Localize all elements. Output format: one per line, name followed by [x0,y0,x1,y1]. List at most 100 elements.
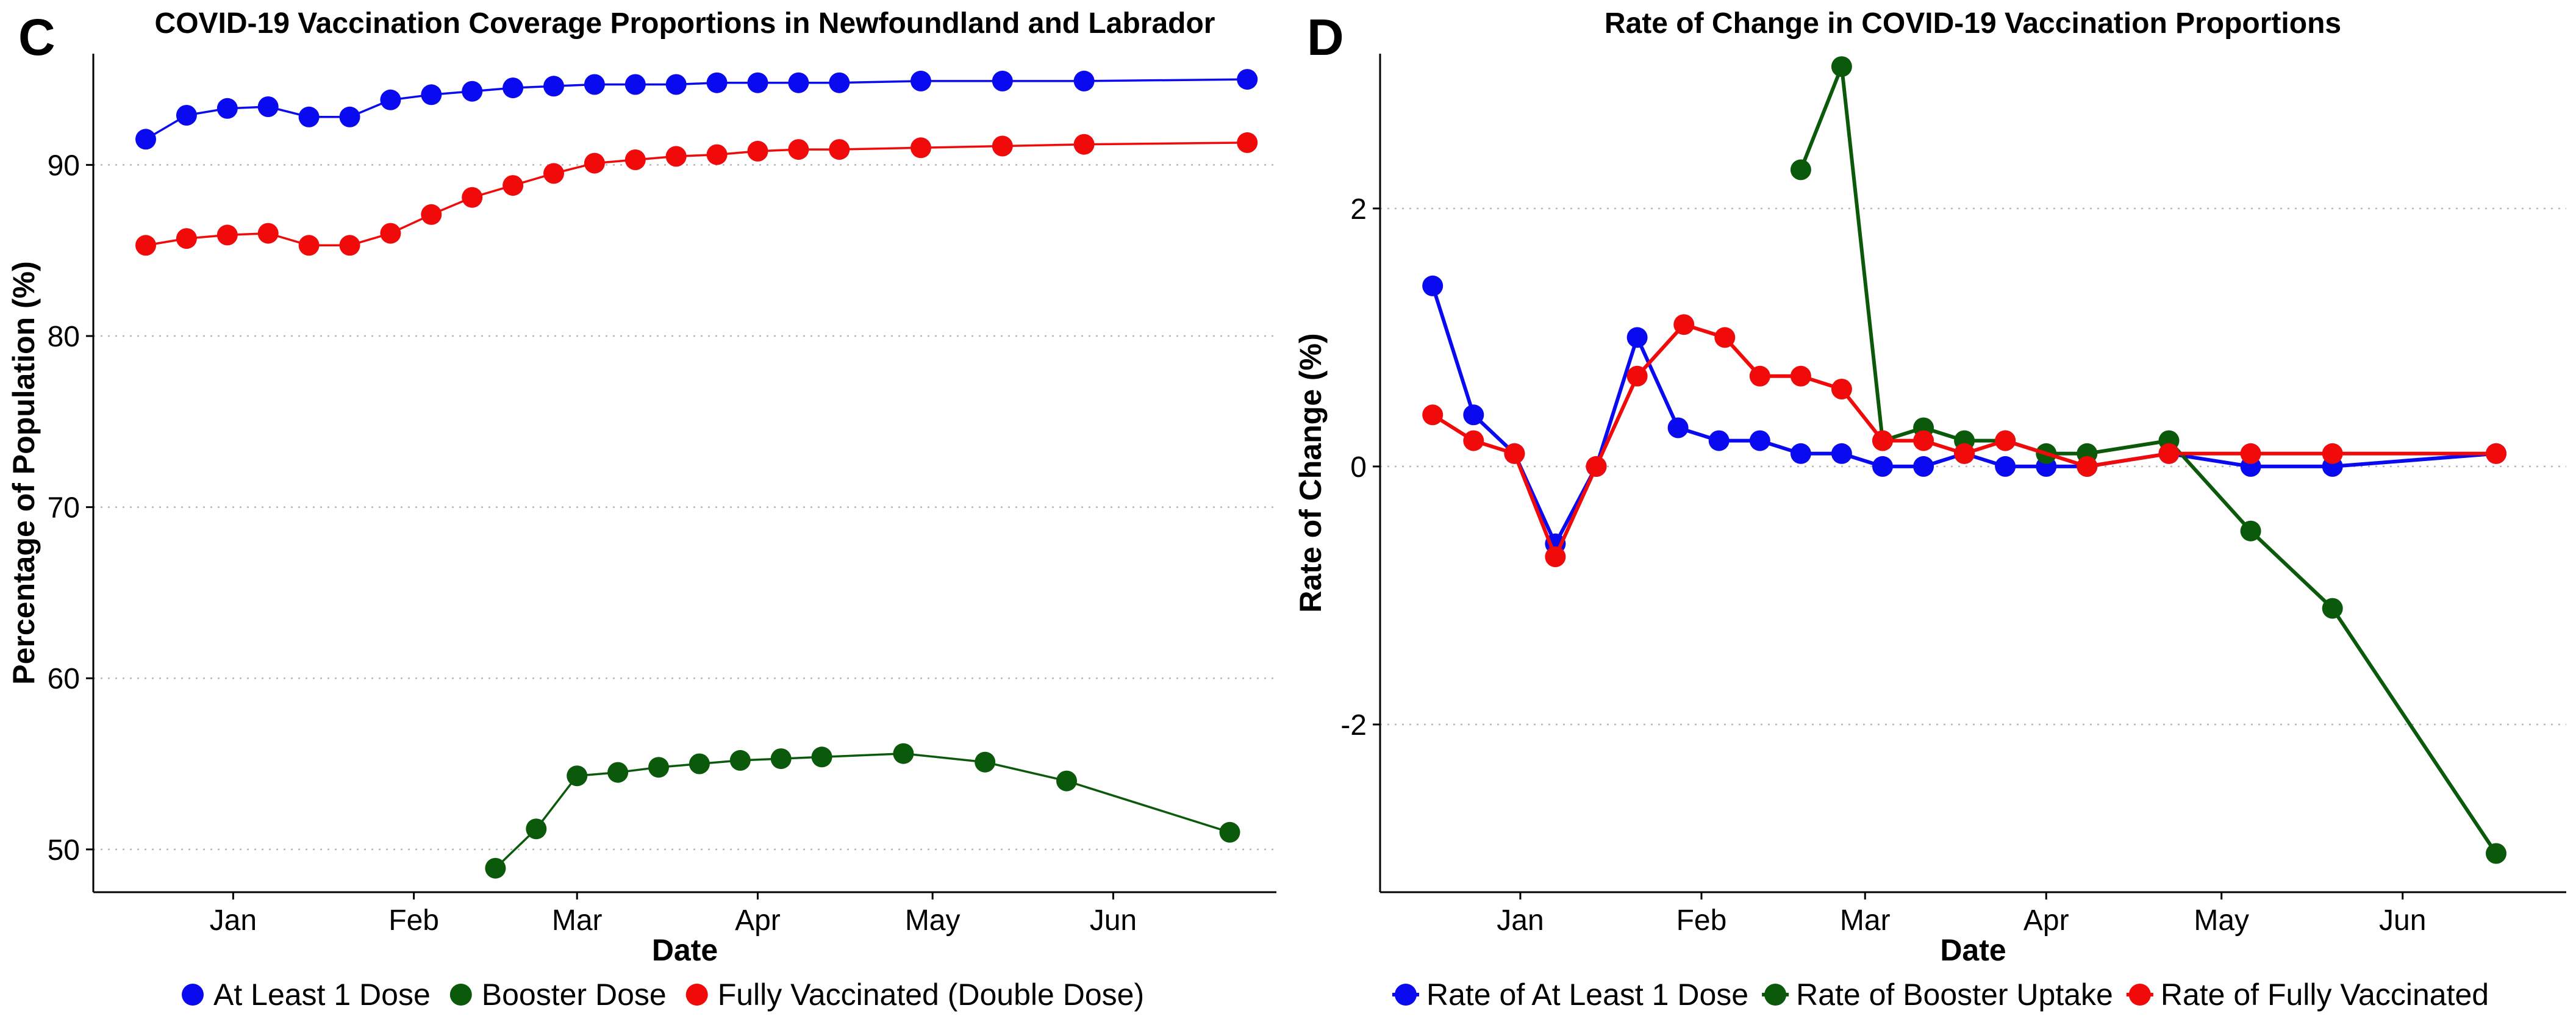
data-point [1667,417,1689,438]
panel-c: C COVID-19 Vaccination Coverage Proportio… [7,7,1276,1012]
data-point [747,140,768,162]
data-point [1790,443,1811,464]
data-point [893,743,914,764]
data-point [503,77,524,99]
series-line [1431,323,2496,559]
x-tick-label: Jan [1497,904,1544,937]
data-point [607,762,629,783]
y-tick-label: 60 [48,663,80,695]
data-point [1219,821,1240,843]
data-point [298,235,320,256]
data-point [485,857,506,879]
data-point [992,70,1013,91]
y-axis-label: Percentage of Population (%) [7,261,41,685]
data-point [1422,275,1444,296]
data-point [665,74,687,95]
x-tick-label: Mar [1840,904,1891,937]
y-tick-label: 80 [48,321,80,353]
data-point [992,135,1013,157]
chart-title: COVID-19 Vaccination Coverage Proportion… [155,7,1215,40]
y-tick-label: 50 [48,834,80,867]
data-point [1790,159,1811,181]
data-point [2486,843,2506,864]
x-tick-label: Jan [210,904,257,937]
data-point [1586,456,1607,477]
y-tick-label: 90 [48,149,80,182]
y-tick-label: 70 [48,492,80,524]
data-point [665,146,687,167]
data-point [462,80,483,102]
data-point [1872,456,1893,477]
data-point [1872,430,1893,451]
legend-item: Fully Vaccinated (Double Dose) [685,978,1144,1012]
legend-item: Booster Dose [449,978,667,1012]
data-point [1708,430,1730,451]
data-point [1954,443,1975,464]
data-point [911,70,931,91]
data-point [1626,365,1648,387]
series-at-least-1-dose [135,69,1258,150]
data-point [1422,404,1444,426]
data-point [1545,546,1566,567]
data-point [811,746,832,768]
data-point [1995,456,2016,477]
data-point [380,89,401,110]
data-point [216,98,238,119]
legend-label: Rate of Booster Uptake [1796,978,2113,1012]
legend-item: At Least 1 Dose [182,978,431,1012]
x-tick-label: May [2194,904,2249,937]
series-rate-of-fully-vaccinated [1422,314,2506,567]
data-point [176,105,197,126]
data-point [747,72,768,93]
data-point [339,235,360,256]
panel-letter: C [18,9,55,66]
legend-label: Fully Vaccinated (Double Dose) [718,978,1144,1012]
legend-marker [182,984,204,1006]
data-point [911,137,931,159]
data-point [1626,327,1648,348]
legend-item: Rate of At Least 1 Dose [1392,978,1748,1012]
data-point [462,187,483,208]
data-point [135,235,156,256]
data-point [2240,443,2261,464]
data-point [584,74,605,95]
data-point [257,96,279,117]
data-point [829,72,850,93]
data-point [2322,443,2343,464]
data-point [1831,379,1852,399]
data-point [1463,404,1484,426]
data-point [257,223,279,244]
legend: Rate of At Least 1 Dose Rate of Booster U… [1392,978,2489,1012]
series-line [145,78,1248,140]
data-point [1237,69,1258,90]
data-point [706,72,728,93]
data-point [2486,443,2506,464]
data-point [1749,430,1770,451]
data-point [829,139,850,160]
data-point [788,72,809,93]
y-tick-label: -2 [1340,709,1367,742]
data-point [2240,520,2261,542]
series-fully-vaccinated-double-dose [135,132,1258,256]
data-point [648,757,669,778]
x-tick-label: Jun [2379,904,2426,937]
data-point [176,228,197,249]
x-tick-label: Mar [552,904,603,937]
x-tick-label: Jun [1090,904,1137,937]
data-point [1714,327,1736,348]
data-point [503,175,524,196]
y-axis-label: Rate of Change (%) [1293,333,1328,612]
data-point [526,818,547,840]
data-point [421,204,442,225]
data-point [975,751,996,773]
series-rate-of-at-least-1-dose [1422,275,2506,554]
x-axis-label: Date [1940,933,2006,967]
legend-label: At Least 1 Dose [213,978,431,1012]
legend-label: Rate of At Least 1 Dose [1426,978,1748,1012]
data-point [2158,443,2180,464]
x-tick-label: Feb [388,904,439,937]
data-point [1056,770,1077,792]
data-point [135,129,156,150]
data-point [2322,598,2343,619]
data-point [706,144,728,165]
